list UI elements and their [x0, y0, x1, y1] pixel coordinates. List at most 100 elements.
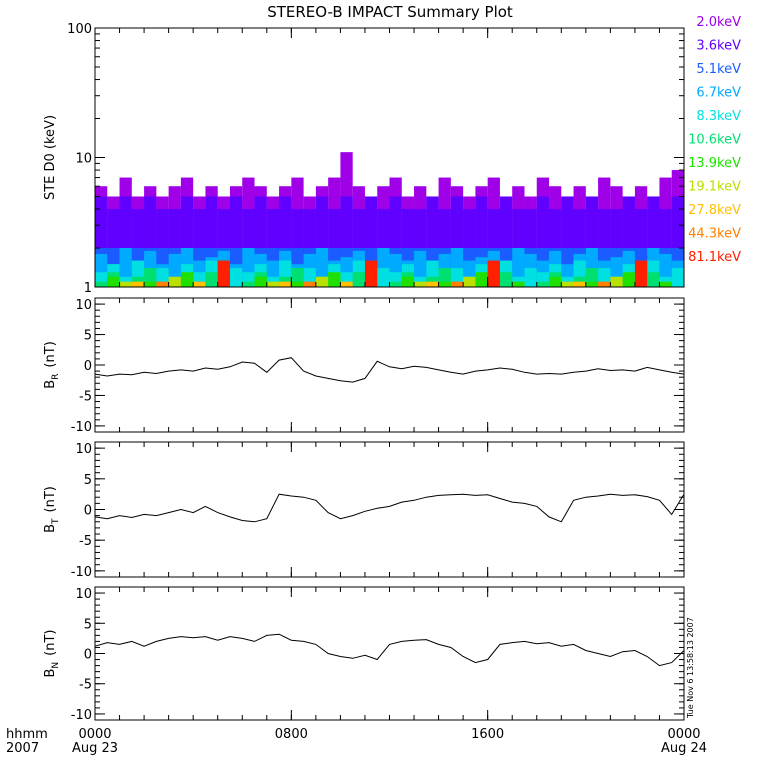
legend-label: 10.6keV: [688, 133, 741, 148]
legend-label: 3.6keV: [696, 39, 741, 54]
legend-label: 13.9keV: [688, 156, 741, 171]
y-label-unit: (nT): [43, 630, 58, 656]
timestamp: Tue Nov 6 13:58:13 2007: [686, 617, 695, 719]
y-tick-label: 1: [84, 281, 92, 296]
y-tick-label: 0: [84, 359, 92, 374]
panel: 2.0keV 3.6keV 5.1keV 6.7keV 8.3keV 10.6keV 13.…: [43, 15, 741, 296]
panel: -10 -5 0 5 10 BR (nT): [43, 297, 685, 435]
x-tick-label: 0800: [275, 727, 308, 742]
y-tick-label: -10: [71, 708, 92, 723]
spectrum-bar: [266, 281, 280, 287]
spectrum-bar: [426, 281, 439, 287]
spectrum-bar: [180, 272, 194, 287]
data-line: [94, 357, 685, 383]
x-tick-label: 1600: [471, 727, 504, 742]
legend-label: 81.1keV: [688, 250, 741, 265]
spectrum-bar: [315, 276, 329, 287]
panel-frame: [94, 586, 685, 721]
panel: -10 -5 0 5 10 BT (nT): [43, 441, 685, 580]
spectrum-bar: [622, 272, 635, 287]
x-axis-label: hhmm: [6, 727, 48, 742]
x-tick-label: 0000: [78, 727, 111, 742]
spectrum-bar: [536, 281, 550, 287]
spectrum-bar: [144, 281, 157, 287]
spectrum-bar: [561, 281, 574, 287]
spectrum-bar: [463, 276, 476, 287]
spectrum-bar: [95, 281, 108, 287]
spectrum-bar: [524, 268, 537, 287]
spectrum-bar: [119, 281, 132, 287]
y-label-main: B: [43, 669, 58, 678]
spectrum-bar: [291, 281, 304, 287]
y-tick-label: -5: [79, 389, 92, 404]
spectrum-bar: [634, 260, 648, 287]
spectrum-bar: [303, 281, 316, 287]
y-tick-label: 100: [67, 22, 92, 37]
spectrum-bar: [229, 268, 243, 287]
chart-title: STEREO-B IMPACT Summary Plot: [267, 3, 513, 21]
y-axis-label: STE D0 (keV): [43, 115, 58, 200]
x-tick-label: 0000: [667, 727, 700, 742]
spectrum-bar: [671, 268, 684, 287]
y-label-sub: N: [51, 662, 61, 669]
spectrum-bar: [475, 272, 488, 287]
spectrum-bar: [377, 268, 390, 287]
spectrum-bar: [659, 281, 672, 287]
spectrum-bar: [364, 260, 378, 287]
y-axis-label: BN (nT): [43, 630, 61, 678]
y-tick-label: -5: [79, 678, 92, 693]
spectrum-bar: [512, 281, 525, 287]
spectrum-bar: [499, 272, 513, 287]
y-tick-label: -10: [71, 565, 92, 580]
spectrum-bar: [487, 260, 500, 287]
y-tick-label: 10: [75, 442, 92, 457]
spectrum-bar: [414, 281, 427, 287]
spectrum-bar: [401, 276, 415, 287]
panel-frame: [94, 441, 685, 578]
y-tick-label: 10: [75, 298, 92, 313]
spectrum-bar: [328, 272, 341, 287]
y-label-sub: R: [51, 374, 61, 380]
y-tick-label: 5: [84, 473, 92, 488]
y-tick-label: -5: [79, 534, 92, 549]
y-axis-label: BT (nT): [43, 486, 61, 533]
legend-label: 19.1keV: [688, 180, 741, 195]
panel-frame: [94, 297, 685, 433]
spectrum-bar: [156, 281, 169, 287]
y-tick-label: 5: [84, 617, 92, 632]
legend-label: 6.7keV: [696, 86, 741, 101]
y-tick-label: -10: [71, 420, 92, 435]
data-line: [94, 633, 685, 667]
spectrum-bar: [573, 281, 586, 287]
spectrum-bar: [450, 281, 464, 287]
spectrum-bar: [131, 281, 145, 287]
y-label-sub: T: [51, 518, 61, 525]
y-axis-label: BR (nT): [43, 341, 61, 389]
spectrum-bar: [585, 281, 599, 287]
spectrum-bar: [389, 281, 402, 287]
y-label-unit: (nT): [43, 341, 58, 367]
data-line: [94, 493, 685, 523]
spectrum-bar: [168, 276, 181, 287]
legend-label: 5.1keV: [696, 62, 741, 77]
spectrum-bar: [438, 281, 451, 287]
spectrum-bar: [254, 276, 267, 287]
x-date-label: Aug 24: [661, 741, 707, 756]
spectrum-bar: [610, 276, 623, 287]
spectrum-bar: [352, 272, 365, 287]
y-tick-label: 0: [84, 504, 92, 519]
y-tick-label: 5: [84, 329, 92, 344]
y-label-main: B: [43, 524, 58, 533]
legend-label: 44.3keV: [688, 227, 741, 242]
spectrum-bar: [205, 272, 218, 287]
x-axis-label: 2007: [6, 741, 39, 756]
y-label-main: B: [43, 380, 58, 389]
spectrum-bar: [598, 281, 611, 287]
legend-label: 2.0keV: [696, 15, 741, 30]
y-label-unit: (nT): [43, 486, 58, 512]
y-tick-label: 10: [75, 587, 92, 602]
spectrum-bar: [647, 272, 660, 287]
legend-label: 8.3keV: [696, 109, 741, 124]
